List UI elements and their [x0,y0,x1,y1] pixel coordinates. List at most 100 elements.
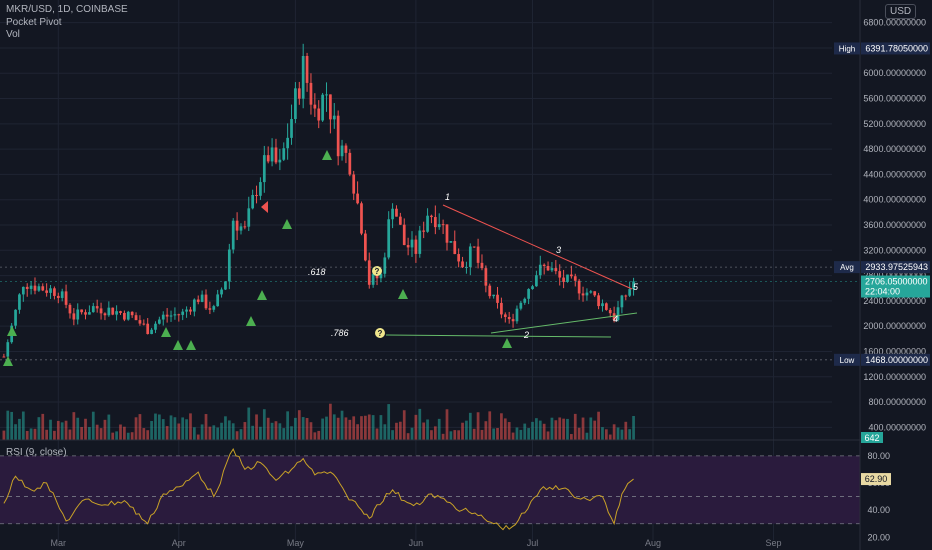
pocket-pivot-triangle [246,316,256,326]
volume-bar [220,422,223,440]
volume-bar [165,426,169,440]
candle-body [356,193,359,204]
volume-bar [29,428,33,440]
volume-bar [251,425,255,440]
candle-body [449,241,453,243]
volume-bar [550,417,554,440]
candle-body [468,246,472,267]
volume-legend[interactable]: Vol [6,29,20,40]
rsi-legend[interactable]: RSI (9, close) [6,447,67,458]
volume-bar [290,426,293,440]
volume-bar [336,417,340,440]
candle-body [224,281,227,290]
volume-bar [503,418,507,440]
candle-body [445,224,449,243]
y-tick-label: 4000.00000000 [863,195,926,205]
volume-bar [72,412,76,440]
rsi-band [0,455,860,524]
volume-bar [37,417,41,440]
volume-bar [604,429,608,440]
candle-body [500,302,503,315]
volume-bar [99,428,103,440]
volume-bar [577,427,581,440]
candle-body [282,148,286,160]
candle-body [332,115,336,120]
volume-bar [398,421,402,440]
volume-bar [2,430,6,440]
candle-body [624,295,628,297]
candle-body [192,299,196,312]
candle-body [398,216,402,225]
wave-label-2: 2 [523,330,529,340]
candle-body [286,137,289,149]
fib-618-label: .618 [308,267,326,277]
candle-body [461,261,464,268]
volume-bar [49,419,52,440]
drawings: 1 2 3 4 5 .618 .786?? [3,150,639,366]
volume-bar [138,414,142,440]
candle-body [453,241,457,255]
x-tick-label: Jun [409,538,424,548]
candle-body [49,288,52,293]
candle-body [297,88,301,99]
volume-bar [161,419,165,440]
volume-bar [360,416,363,440]
volume-bar [519,429,523,440]
y-tick-label: 3600.00000000 [863,220,926,230]
candle-body [161,314,165,320]
volume-bar [126,432,130,440]
volume-bar [612,424,616,440]
candle-body [247,208,251,227]
candle-body [379,273,383,279]
candle-body [56,295,60,298]
price-markers: High 6391.78050000 Avg 2933.97525943 Low 1468… [0,42,930,486]
symbol-legend[interactable]: MKR/USD, 1D, COINBASE [6,4,128,15]
candle-body [14,309,17,326]
volume-bar [371,415,375,440]
volume-bar [103,419,107,440]
candle-body [577,280,581,294]
candle-body [216,294,220,307]
candle-body [348,152,352,175]
y-tick-label: 1200.00000000 [863,372,926,382]
currency-button[interactable]: USD [885,4,917,19]
volume-bar [278,423,282,440]
volume-bar [449,431,453,440]
volume-bar [243,422,247,440]
volume-bar [88,427,91,440]
candle-body [68,304,72,314]
candle-body [150,329,153,335]
low-label: Low [840,356,855,365]
candle-body [212,306,216,310]
volume-bar [301,417,305,440]
volume-bar [379,415,383,440]
candle-body [72,313,76,320]
candle-body [185,309,188,312]
volume-bar [445,409,449,440]
candle-body [270,147,274,162]
candle-body [154,323,157,330]
candle-body [523,298,527,303]
candle-body [294,88,297,120]
candle-body [554,268,558,272]
pocket-pivot-triangle [398,289,408,299]
volume-bar [395,422,398,440]
candle-body [430,215,433,218]
pocket-pivot-legend[interactable]: Pocket Pivot [6,17,62,28]
volume-bar [441,433,445,440]
candle-body [45,290,49,293]
wave-label-3: 3 [556,245,561,255]
candle-body [76,309,80,320]
x-tick-label: Mar [51,538,67,548]
volume-bar [216,427,220,440]
candle-body [585,292,589,296]
volume-bar [259,426,262,440]
rsi-pane [0,448,860,531]
volume-bar [402,410,406,440]
candle-body [367,260,371,285]
candle-body [274,147,278,163]
volume-bar [239,429,243,440]
y-tick-label: 2400.00000000 [863,296,926,306]
candle-body [99,308,103,314]
